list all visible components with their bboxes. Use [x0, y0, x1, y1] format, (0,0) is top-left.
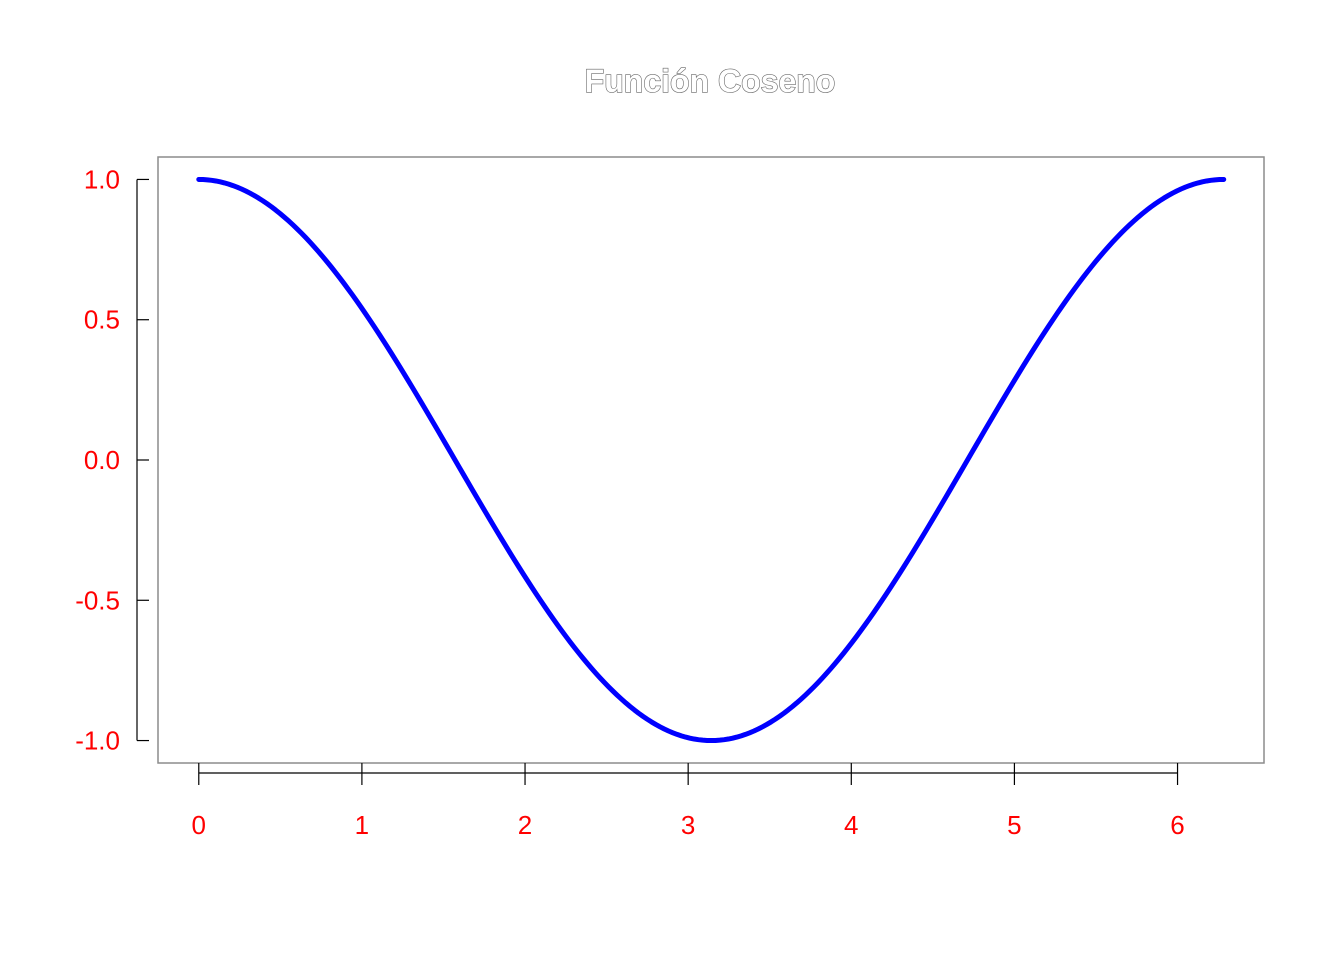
- chart-title: Función Coseno: [585, 63, 836, 99]
- y-tick-label: -1.0: [75, 726, 120, 756]
- y-tick-label: -0.5: [75, 585, 120, 615]
- x-tick-label: 6: [1170, 810, 1184, 840]
- plot-box: [157, 156, 1265, 764]
- x-tick-label: 0: [192, 810, 206, 840]
- x-tick-label: 2: [518, 810, 532, 840]
- cosine-series-line: [196, 176, 1227, 744]
- y-axis: 1.0 0.5 0.0 -0.5 -1.0: [75, 164, 149, 756]
- x-tick-label: 4: [844, 810, 858, 840]
- y-tick-label: 1.0: [84, 164, 120, 194]
- x-tick-label: 1: [355, 810, 369, 840]
- x-tick-label: 5: [1007, 810, 1021, 840]
- y-tick-label: 0.5: [84, 305, 120, 335]
- x-tick-label: 3: [681, 810, 695, 840]
- series-layer: [196, 176, 1227, 744]
- x-axis: 0 1 2 3 4 5 6: [192, 763, 1185, 840]
- y-tick-label: 0.0: [84, 445, 120, 475]
